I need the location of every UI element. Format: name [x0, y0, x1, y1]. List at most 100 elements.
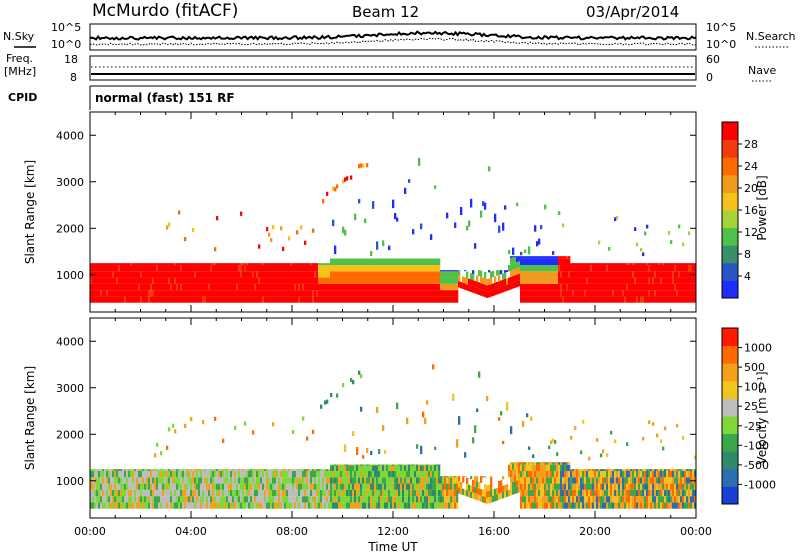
data-cell — [364, 296, 367, 303]
data-cell — [338, 296, 341, 303]
data-cell — [358, 489, 361, 497]
data-cell — [598, 271, 601, 278]
data-cell — [552, 290, 555, 297]
data-cell — [182, 469, 185, 472]
data-cell — [200, 502, 203, 509]
data-cell — [276, 296, 279, 303]
data-cell — [312, 429, 315, 434]
data-cell — [116, 283, 119, 291]
data-cell — [434, 258, 437, 260]
data-cell — [368, 258, 371, 260]
x-tick-label: 16:00 — [478, 525, 510, 538]
data-cell — [300, 471, 303, 478]
data-cell — [396, 489, 399, 497]
data-cell — [144, 471, 147, 478]
data-cell — [508, 277, 511, 284]
data-cell — [588, 277, 591, 284]
data-cell — [520, 296, 523, 303]
data-cell — [278, 296, 281, 303]
data-cell — [342, 283, 345, 291]
data-cell — [656, 296, 659, 303]
data-cell — [210, 469, 213, 472]
data-cell — [460, 282, 463, 289]
data-cell — [688, 277, 691, 284]
data-cell — [154, 290, 157, 297]
data-cell — [338, 258, 341, 260]
data-cell — [360, 406, 363, 412]
data-cell — [434, 489, 437, 497]
data-cell — [554, 271, 557, 278]
data-cell — [266, 469, 269, 472]
data-cell — [206, 483, 209, 490]
data-cell — [240, 477, 243, 484]
data-cell — [580, 283, 583, 291]
data-cell — [596, 496, 599, 503]
data-cell — [566, 489, 569, 497]
data-cell — [116, 469, 119, 472]
data-cell — [164, 469, 167, 472]
data-cell — [458, 476, 461, 482]
data-cell — [188, 496, 191, 503]
data-cell — [320, 283, 323, 291]
data-cell — [628, 489, 631, 497]
data-cell — [266, 265, 269, 272]
data-cell — [102, 271, 105, 278]
data-cell — [178, 483, 181, 490]
data-cell — [114, 483, 117, 490]
data-cell — [376, 258, 379, 260]
data-cell — [338, 471, 341, 478]
data-cell — [422, 258, 425, 260]
data-cell — [574, 263, 577, 266]
data-cell — [554, 256, 557, 259]
data-cell — [536, 256, 539, 259]
data-cell — [90, 489, 93, 497]
data-cell — [228, 496, 231, 503]
data-cell — [168, 489, 171, 497]
data-cell — [106, 277, 109, 284]
data-cell — [394, 277, 397, 284]
data-cell — [266, 283, 269, 291]
data-cell — [138, 265, 141, 272]
data-cell — [384, 258, 387, 260]
data-cell — [508, 250, 511, 255]
data-cell — [294, 477, 297, 484]
data-cell — [380, 258, 383, 260]
data-cell — [692, 483, 695, 490]
data-cell — [222, 265, 225, 272]
data-cell — [242, 496, 245, 503]
data-cell — [464, 270, 467, 272]
data-cell — [144, 477, 147, 484]
data-cell — [98, 469, 101, 472]
data-cell — [178, 277, 181, 284]
data-cell — [584, 290, 587, 297]
data-cell — [94, 502, 97, 509]
data-cell — [350, 277, 353, 284]
data-cell — [456, 502, 459, 509]
data-cell — [456, 483, 459, 490]
data-cell — [398, 296, 401, 303]
data-cell — [352, 290, 355, 297]
data-cell — [520, 489, 523, 497]
data-cell — [516, 480, 519, 487]
data-cell — [522, 256, 525, 259]
data-cell — [684, 277, 687, 284]
data-cell — [224, 483, 227, 490]
data-cell — [404, 290, 407, 297]
data-cell — [334, 271, 337, 278]
data-cell — [408, 283, 411, 291]
data-cell — [172, 496, 175, 503]
data-cell — [314, 489, 317, 497]
colorbar-tick-label: -25 — [744, 420, 762, 433]
data-cell — [350, 296, 353, 303]
data-cell — [550, 489, 553, 497]
data-cell — [148, 477, 151, 484]
data-cell — [508, 470, 511, 478]
data-cell — [140, 296, 143, 303]
data-cell — [358, 502, 361, 509]
data-cell — [608, 296, 611, 303]
data-cell — [266, 477, 269, 484]
data-cell — [676, 265, 679, 272]
data-cell — [670, 496, 673, 503]
data-cell — [208, 263, 211, 266]
data-cell — [682, 271, 685, 278]
